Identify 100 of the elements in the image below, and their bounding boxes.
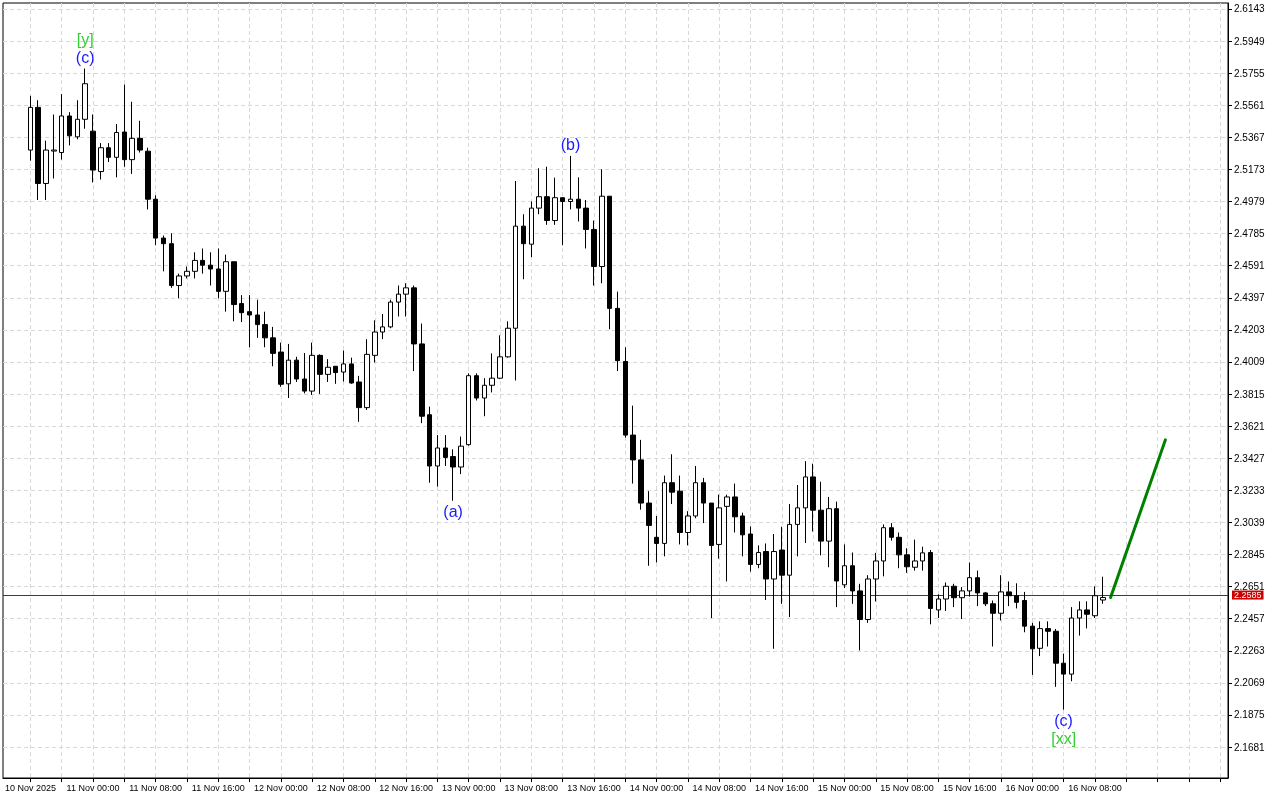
candlestick	[388, 299, 393, 329]
candlestick	[623, 346, 628, 439]
candlestick	[881, 523, 886, 577]
x-tick-label: 13 Nov 08:00	[504, 782, 559, 793]
candlestick	[685, 510, 691, 546]
candlestick	[231, 261, 237, 322]
x-tick-label: 14 Nov 16:00	[755, 782, 809, 793]
candlestick	[865, 574, 871, 624]
candlestick	[403, 282, 409, 317]
candlestick	[129, 101, 135, 175]
candlestick	[294, 356, 299, 383]
candlestick	[1061, 653, 1066, 711]
candlestick	[122, 84, 127, 168]
candlestick	[889, 522, 894, 542]
candlestick	[951, 583, 957, 608]
candlestick	[1077, 600, 1082, 637]
candlestick	[818, 481, 824, 556]
candlestick	[959, 586, 965, 620]
y-tick-label: 2.3427	[1234, 452, 1266, 464]
candlestick	[161, 235, 166, 272]
candlestick	[489, 352, 495, 393]
candlestick	[176, 273, 182, 299]
candlestick	[1014, 582, 1019, 609]
candlestick	[787, 503, 792, 618]
candlestick	[568, 155, 573, 210]
candlestick	[928, 549, 933, 625]
candlestick	[771, 533, 777, 650]
candlestick	[114, 123, 119, 178]
x-tick-label: 12 Nov 16:00	[379, 782, 433, 793]
candlestick	[826, 496, 832, 568]
y-tick-label: 2.5173	[1234, 163, 1266, 175]
candlestick	[106, 142, 111, 163]
candlestick	[200, 247, 205, 275]
candlestick	[857, 583, 863, 651]
candlestick	[677, 475, 683, 545]
x-tick-label: 10 Nov 2025	[4, 782, 56, 793]
candlestick	[1045, 620, 1051, 647]
x-tick-label: 11 Nov 08:00	[129, 782, 183, 793]
candlestick	[912, 539, 918, 572]
annotation: [y]	[76, 31, 94, 49]
candlestick	[810, 463, 816, 533]
candlestick	[505, 320, 511, 359]
candlestick	[35, 99, 41, 201]
candlestick	[607, 195, 612, 330]
candlestick	[341, 350, 346, 382]
y-tick-label: 2.5367	[1234, 131, 1266, 143]
candlestick	[732, 483, 738, 534]
y-tick-label: 2.6143	[1234, 3, 1266, 15]
annotation: [xx]	[1051, 730, 1077, 748]
y-tick-label: 2.4397	[1234, 292, 1266, 304]
candlestick	[779, 526, 785, 605]
candlestick	[82, 68, 88, 130]
candlestick	[529, 201, 534, 258]
candlestick	[270, 326, 276, 367]
candlestick	[576, 176, 581, 223]
candlestick	[1053, 628, 1059, 688]
x-tick-label: 15 Nov 00:00	[817, 782, 872, 793]
candlestick	[834, 501, 839, 608]
candlestick	[943, 581, 949, 612]
candlestick	[552, 177, 558, 226]
candlestick	[216, 247, 221, 299]
candlestick	[646, 490, 652, 567]
candlestick	[169, 232, 174, 289]
candlestick	[1069, 606, 1074, 682]
candlestick	[990, 600, 996, 647]
candlestick	[474, 372, 479, 402]
y-tick-label: 2.4785	[1234, 228, 1266, 240]
x-tick-label: 13 Nov 00:00	[441, 782, 496, 793]
y-tick-label: 2.2069	[1234, 677, 1266, 689]
x-tick-label: 16 Nov 08:00	[1068, 782, 1122, 793]
candlestick	[411, 285, 417, 372]
candlestick	[599, 168, 605, 284]
candlestick	[302, 352, 307, 394]
candlestick	[669, 453, 675, 505]
candlestick	[716, 494, 722, 560]
y-tick-label: 2.3233	[1234, 484, 1266, 496]
candlestick	[466, 372, 471, 447]
y-tick-label: 2.3621	[1234, 420, 1266, 432]
candlestick	[536, 167, 542, 215]
candlestick	[693, 465, 698, 519]
candlestick	[513, 180, 518, 381]
y-tick-label: 2.4009	[1234, 356, 1266, 368]
candlestick	[51, 113, 57, 180]
candlestick	[1006, 580, 1012, 607]
candlestick	[920, 546, 925, 572]
y-tick-label: 2.5949	[1234, 35, 1266, 47]
x-tick-label: 16 Nov 00:00	[1005, 782, 1060, 793]
annotation: (b)	[560, 136, 581, 154]
y-tick-label: 2.1875	[1234, 709, 1266, 721]
candlestick	[763, 542, 769, 601]
candlestick	[137, 120, 143, 154]
candlestick	[145, 147, 151, 210]
candlestick	[482, 377, 487, 417]
x-tick-label: 15 Nov 08:00	[880, 782, 934, 793]
candlestick	[239, 294, 244, 323]
candlestick	[983, 591, 988, 607]
x-tick-label: 14 Nov 00:00	[629, 782, 684, 793]
candlestick	[450, 448, 456, 502]
candlestick	[724, 494, 730, 582]
y-tick-label: 2.2845	[1234, 549, 1266, 561]
